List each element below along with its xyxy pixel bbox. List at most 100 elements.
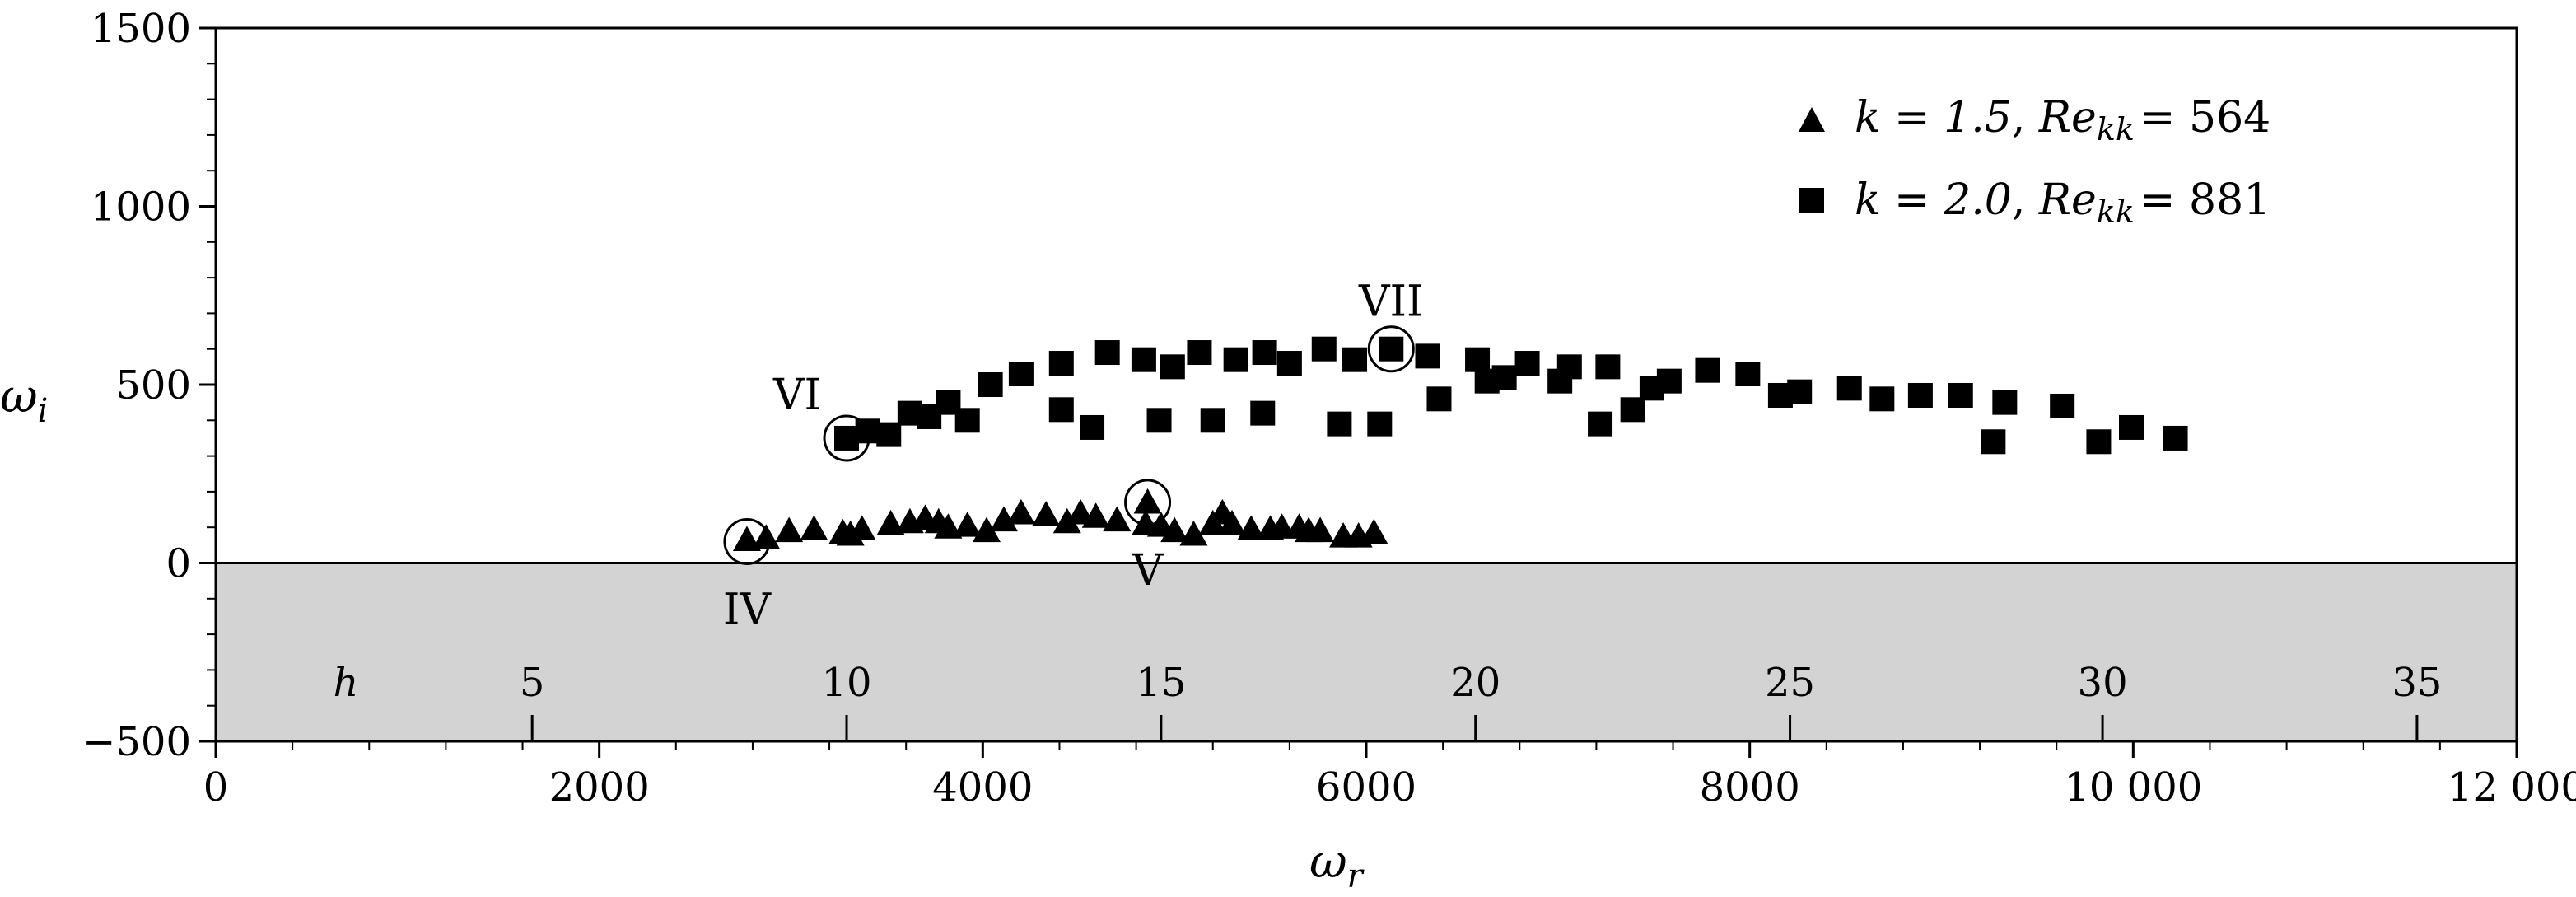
square-point xyxy=(1094,340,1120,366)
square-point xyxy=(1342,347,1368,372)
y-axis-title: ωi xyxy=(0,370,48,430)
square-point xyxy=(1223,347,1248,372)
square-point xyxy=(978,372,1003,397)
square-point xyxy=(1008,362,1034,387)
triangle-point xyxy=(1179,520,1208,546)
legend-entry-2-re: Re xyxy=(2038,175,2097,225)
legend-entry-2-re-value: = 881 xyxy=(2140,175,2270,225)
triangle-point xyxy=(1052,507,1081,534)
x-tick-label: 10 000 xyxy=(2064,764,2202,811)
square-point xyxy=(1367,411,1393,437)
square-point xyxy=(1080,414,1105,440)
square-point xyxy=(1620,397,1645,423)
triangle-point xyxy=(1237,515,1266,540)
triangle-point xyxy=(1160,516,1189,543)
square-point xyxy=(1415,343,1440,369)
h-axis-label: h xyxy=(334,660,359,706)
square-point xyxy=(1327,411,1352,437)
legend-entry-1-sep: , xyxy=(2012,93,2039,142)
square-point xyxy=(1992,390,2018,415)
triangle-point xyxy=(989,506,1018,532)
triangle-point xyxy=(800,515,828,540)
y-tick-label: 1500 xyxy=(91,6,191,52)
h-axis-tick-label: 10 xyxy=(821,660,871,706)
legend-entry-1-k: k = 1.5 xyxy=(1855,93,2012,142)
negative-region-shading xyxy=(216,563,2517,741)
legend-entry-1-re-value: = 564 xyxy=(2140,93,2270,142)
square-point xyxy=(954,408,980,433)
y-tick-label: 0 xyxy=(166,541,191,587)
triangle-point xyxy=(934,513,963,539)
square-point xyxy=(2086,429,2112,455)
square-point xyxy=(2050,393,2075,418)
h-axis-tick-label: 25 xyxy=(1765,660,1815,706)
square-point xyxy=(1276,351,1302,376)
legend-entry-2-sep: , xyxy=(2012,175,2039,225)
square-point xyxy=(1048,397,1074,423)
triangle-point xyxy=(1306,516,1335,543)
highlight-circle xyxy=(823,414,870,462)
square-point xyxy=(1311,336,1337,362)
triangle-point xyxy=(775,516,804,543)
square-point xyxy=(1379,336,1404,362)
triangle-point xyxy=(972,516,1001,543)
point-annotation: V xyxy=(1132,546,1164,596)
y-tick-label: 1000 xyxy=(91,185,191,231)
legend-entry-1: k = 1.5, Rekk = 564 xyxy=(1855,93,2270,147)
legend-entry-2: k = 2.0, Rekk = 881 xyxy=(1855,175,2270,230)
square-point xyxy=(2119,414,2144,440)
highlight-circle xyxy=(1367,325,1415,373)
triangle-point xyxy=(847,515,876,540)
triangle-point xyxy=(1081,502,1110,528)
square-point xyxy=(1787,379,1813,404)
square-point xyxy=(1252,340,1277,366)
square-point xyxy=(1595,354,1621,380)
square-point xyxy=(1869,386,1895,412)
x-axis-title-main: ω xyxy=(1309,835,1347,889)
triangle-point xyxy=(1103,506,1132,532)
h-axis-tick-label: 20 xyxy=(1450,660,1500,706)
point-annotation: IV xyxy=(723,586,772,635)
square-point xyxy=(1514,351,1540,376)
h-axis-tick-label: 5 xyxy=(520,660,545,706)
square-point xyxy=(1250,400,1276,426)
y-tick-label: 500 xyxy=(115,362,191,409)
point-annotation: VI xyxy=(772,371,821,420)
h-axis-tick-label: 35 xyxy=(2392,660,2442,706)
triangle-point xyxy=(1360,518,1388,544)
h-axis: h 5 10 15 20 25 30 35 xyxy=(334,660,2442,741)
square-point xyxy=(1131,347,1156,372)
data-points xyxy=(732,336,2188,551)
triangle-point xyxy=(1218,509,1247,535)
square-point xyxy=(2163,425,2188,451)
legend-entry-1-re: Re xyxy=(2038,93,2097,142)
y-axis-title-sub: i xyxy=(38,392,49,430)
triangle-point xyxy=(1133,488,1162,514)
triangle-point xyxy=(732,526,761,551)
square-point xyxy=(1146,408,1172,433)
square-point xyxy=(1556,354,1582,380)
x-tick-label: 4000 xyxy=(932,764,1033,811)
legend-marker-triangle xyxy=(1799,107,1825,132)
y-axis-title-main: ω xyxy=(0,370,38,423)
square-point xyxy=(1200,408,1225,433)
point-annotation: VII xyxy=(1358,278,1424,327)
legend-entry-1-re-sub: kk xyxy=(2097,111,2135,147)
square-point xyxy=(1836,376,1862,401)
highlight-circle xyxy=(1124,479,1172,526)
square-point xyxy=(1048,351,1074,376)
triangle-point xyxy=(1006,498,1035,525)
x-axis-title-sub: r xyxy=(1347,857,1365,895)
square-point xyxy=(1981,429,2006,455)
legend-entry-2-re-sub: kk xyxy=(2097,194,2135,230)
square-point xyxy=(834,425,860,451)
x-tick-label: 2000 xyxy=(549,764,650,811)
square-point xyxy=(1695,357,1720,383)
y-tick-label: −500 xyxy=(82,719,191,765)
x-tick-label: 6000 xyxy=(1316,764,1416,811)
x-tick-label: 8000 xyxy=(1700,764,1800,811)
x-tick-label: 12 000 xyxy=(2448,764,2576,811)
square-point xyxy=(1491,365,1517,390)
triangle-point xyxy=(752,524,781,549)
